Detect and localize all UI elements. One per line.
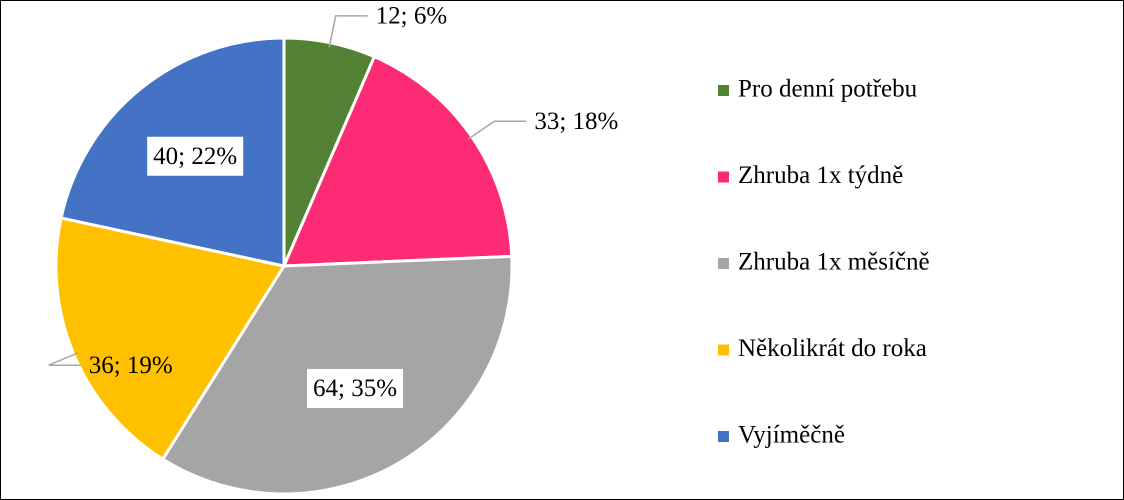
data-label: 12; 6%	[376, 3, 448, 30]
data-label: 36; 19%	[89, 352, 173, 379]
data-label: 40; 22%	[153, 143, 237, 170]
data-label-box	[147, 136, 244, 176]
legend-swatch	[718, 85, 729, 96]
legend-label: Několikrát do roka	[738, 335, 927, 362]
legend-swatch	[718, 344, 729, 356]
legend-swatch	[718, 258, 729, 269]
legend-swatch	[718, 431, 729, 442]
leader-line	[48, 352, 81, 366]
legend-label: Zhruba 1x měsíčně	[738, 249, 930, 276]
data-label: 33; 18%	[534, 108, 618, 135]
legend-label: Vyjíměčně	[738, 422, 845, 449]
legend-swatch	[718, 171, 729, 183]
data-label-box	[307, 368, 404, 408]
leader-line	[467, 120, 527, 140]
legend-label: Zhruba 1x týdně	[738, 162, 903, 189]
legend-label: Pro denní potřebu	[738, 76, 918, 103]
data-label: 64; 35%	[313, 375, 397, 402]
leader-line	[328, 15, 368, 48]
